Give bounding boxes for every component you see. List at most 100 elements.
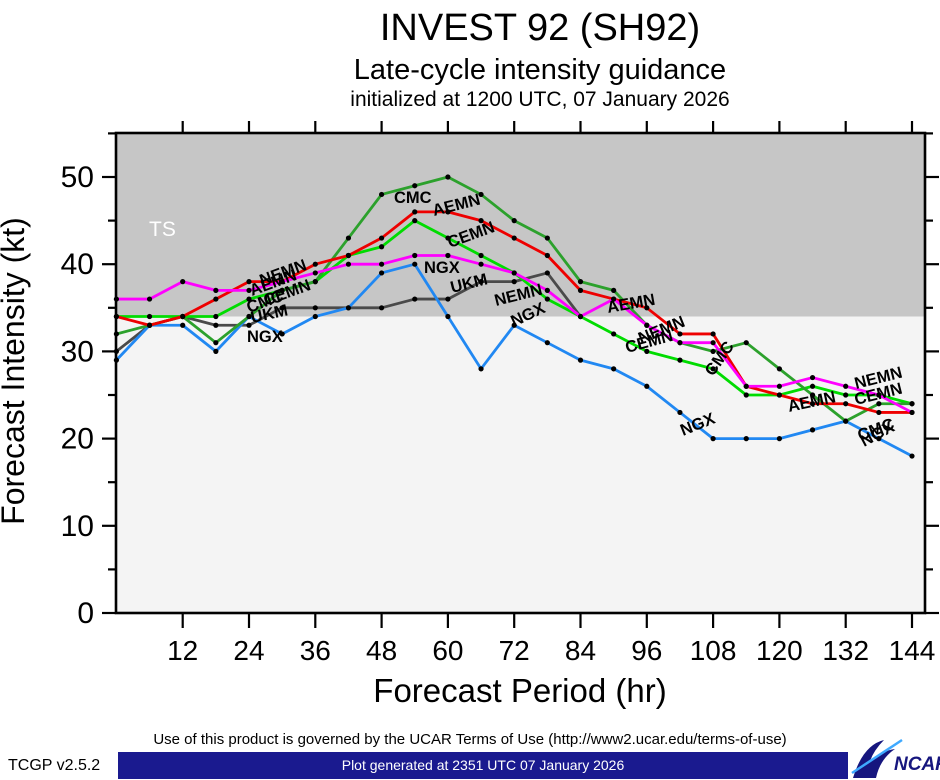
data-point-cmc [876, 401, 882, 407]
data-point-ngx [710, 436, 716, 442]
x-tick-label: 24 [233, 635, 264, 666]
x-tick-label: 84 [565, 635, 596, 666]
data-point-nemn [312, 270, 318, 276]
data-point-aemn [180, 313, 186, 320]
data-point-cmc [843, 418, 849, 424]
data-point-cemn [412, 218, 418, 224]
data-point-aemn [478, 218, 484, 224]
y-axis-title: Forecast Intensity (kt) [0, 217, 31, 525]
data-point-ngx [677, 409, 683, 416]
data-point-ngx [876, 436, 882, 442]
data-point-ngx [776, 436, 783, 442]
data-point-ukm [544, 270, 550, 276]
data-point-ukm [246, 322, 252, 328]
data-point-ukm [213, 322, 219, 328]
data-point-aemn [843, 401, 849, 407]
data-point-aemn [146, 322, 153, 328]
data-point-ngx [909, 453, 915, 459]
data-point-cmc [379, 191, 385, 198]
data-point-nemn [180, 279, 186, 285]
data-point-cmc [909, 401, 915, 407]
data-point-cemn [445, 235, 451, 241]
data-point-ngx [412, 261, 418, 267]
x-tick-label: 96 [631, 635, 662, 666]
data-point-cmc [577, 279, 584, 285]
data-point-aemn [677, 331, 683, 337]
data-point-aemn [445, 209, 451, 215]
data-point-cmc [213, 340, 219, 346]
data-point-nemn [345, 261, 352, 267]
data-point-nemn [279, 279, 285, 285]
data-point-aemn [511, 235, 517, 241]
data-point-cemn [611, 331, 617, 337]
data-point-cmc [312, 279, 318, 285]
data-point-ukm [445, 296, 451, 302]
data-point-nemn [876, 392, 882, 398]
data-point-aemn [544, 252, 550, 259]
data-point-nemn [213, 287, 219, 293]
data-point-nemn [445, 252, 451, 259]
data-point-aemn [710, 331, 716, 337]
data-point-ngx [644, 383, 650, 389]
x-tick-label: 108 [690, 635, 737, 666]
data-point-nemn [577, 313, 584, 320]
data-point-nemn [710, 340, 716, 346]
data-point-ngx [312, 313, 318, 320]
data-point-aemn [213, 296, 219, 302]
y-tick-label: 40 [61, 248, 94, 281]
data-point-ngx [809, 427, 816, 433]
data-point-ukm [412, 296, 418, 302]
data-point-cmc [710, 348, 716, 354]
data-point-cmc [611, 287, 617, 293]
data-point-ngx [611, 366, 617, 372]
data-point-cmc [511, 218, 517, 224]
data-point-aemn [312, 261, 318, 267]
x-tick-label: 12 [167, 635, 198, 666]
line-label-cmc: CMC [394, 189, 432, 207]
data-point-aemn [876, 409, 882, 416]
data-point-ukm [511, 279, 517, 285]
y-tick-label: 0 [77, 597, 94, 630]
data-point-nemn [146, 296, 153, 302]
data-point-ukm [312, 305, 318, 311]
data-point-cemn [146, 313, 153, 320]
data-point-ngx [743, 436, 749, 442]
data-point-cmc [279, 287, 285, 293]
line-label-ngx: NGX [247, 328, 283, 346]
page-subtitle: Late-cycle intensity guidance [354, 54, 726, 86]
data-point-nemn [379, 261, 385, 267]
data-point-cemn [809, 383, 816, 389]
data-point-cmc [345, 235, 352, 241]
data-point-cemn [843, 392, 849, 398]
data-point-cemn [710, 366, 716, 372]
data-point-cmc [478, 191, 484, 198]
data-point-aemn [246, 279, 252, 285]
data-point-ngx [279, 331, 285, 337]
y-tick-label: 50 [61, 161, 94, 194]
data-point-nemn [644, 322, 650, 328]
data-point-aemn [644, 305, 650, 311]
data-point-cemn [213, 313, 219, 320]
data-point-nemn [909, 409, 915, 416]
x-tick-label: 144 [889, 635, 936, 666]
data-point-nemn [843, 383, 849, 389]
data-point-cemn [544, 296, 550, 302]
data-point-cmc [246, 313, 252, 320]
ts-label: TS [149, 218, 176, 241]
line-label-ngx: NGX [424, 259, 460, 277]
data-point-ngx [577, 357, 584, 363]
x-tick-label: 36 [300, 635, 331, 666]
ncar-logo-stripe [851, 738, 903, 775]
data-point-ngx [511, 322, 517, 328]
data-point-ngx [379, 270, 385, 276]
data-point-cemn [677, 357, 683, 363]
data-point-nemn [511, 270, 517, 276]
data-point-cemn [743, 392, 749, 398]
data-point-nemn [677, 340, 683, 346]
data-point-ngx [180, 322, 186, 328]
x-tick-label: 120 [756, 635, 803, 666]
ncar-logo-text: NCAR [894, 754, 940, 775]
data-point-nemn [809, 374, 816, 381]
below-ts-region [116, 316, 925, 613]
